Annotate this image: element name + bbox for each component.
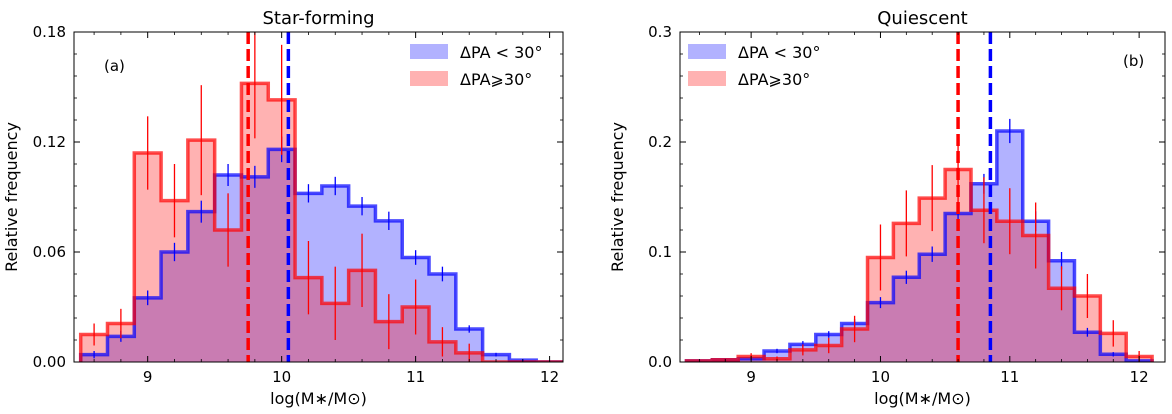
legend-swatch-0 [688, 44, 726, 59]
y-tick-label: 0.1 [648, 243, 672, 261]
hist-fill-series-0 [686, 131, 1153, 362]
y-axis-label: Relative frequency [2, 122, 21, 272]
legend-label-1: ΔPA⩾30° [460, 70, 532, 89]
legend-label-0: ΔPA < 30° [738, 43, 820, 62]
x-tick-label: 9 [746, 368, 756, 386]
x-tick-label: 12 [540, 368, 559, 386]
x-tick-label: 11 [1000, 368, 1019, 386]
x-axis-label: log(M∗/M⊙) [270, 389, 367, 408]
panel-label: (a) [104, 57, 125, 75]
plot-area [78, 32, 563, 362]
hist-outline-series-0 [78, 147, 563, 362]
x-axis-label: log(M∗/M⊙) [874, 389, 971, 408]
legend-swatch-0 [410, 44, 448, 59]
hist-outline-series-1 [684, 167, 1154, 362]
panel-star-forming: 9 10 11 12 0.00 0.06 0.12 0.18 Star-forming log(M… [2, 8, 564, 408]
y-tick-label: 0.00 [33, 353, 66, 371]
legend-label-0: ΔPA < 30° [460, 43, 542, 62]
x-tick-label: 10 [871, 368, 890, 386]
y-tick-label: 0.3 [648, 23, 672, 41]
plot-frame [679, 31, 1166, 363]
chart-title: Star-forming [262, 8, 374, 29]
x-tick-label: 12 [1130, 368, 1149, 386]
y-tick-label: 0.18 [33, 23, 66, 41]
y-tick-label: 0.12 [33, 133, 66, 151]
hist-outline-series-1 [78, 81, 563, 362]
legend-swatch-1 [688, 71, 726, 86]
plot-frame [73, 31, 564, 363]
legend-label-1: ΔPA⩾30° [738, 70, 810, 89]
x-tick-label: 9 [143, 368, 153, 386]
chart-title: Quiescent [877, 8, 967, 29]
y-tick-label: 0.2 [648, 133, 672, 151]
legend-swatch-1 [410, 71, 448, 86]
panel-quiescent: 9 10 11 12 0.0 0.1 0.2 0.3 Quiescent log(M∗/M⊙) Re… [608, 8, 1166, 408]
hist-fill-series-0 [80, 149, 563, 362]
x-tick-label: 10 [272, 368, 291, 386]
x-tick-label: 11 [406, 368, 425, 386]
plot-area [684, 32, 1154, 362]
y-axis-label: Relative frequency [608, 122, 627, 272]
panel-label: (b) [1123, 52, 1144, 70]
y-tick-label: 0.0 [648, 353, 672, 371]
y-tick-label: 0.06 [33, 243, 66, 261]
